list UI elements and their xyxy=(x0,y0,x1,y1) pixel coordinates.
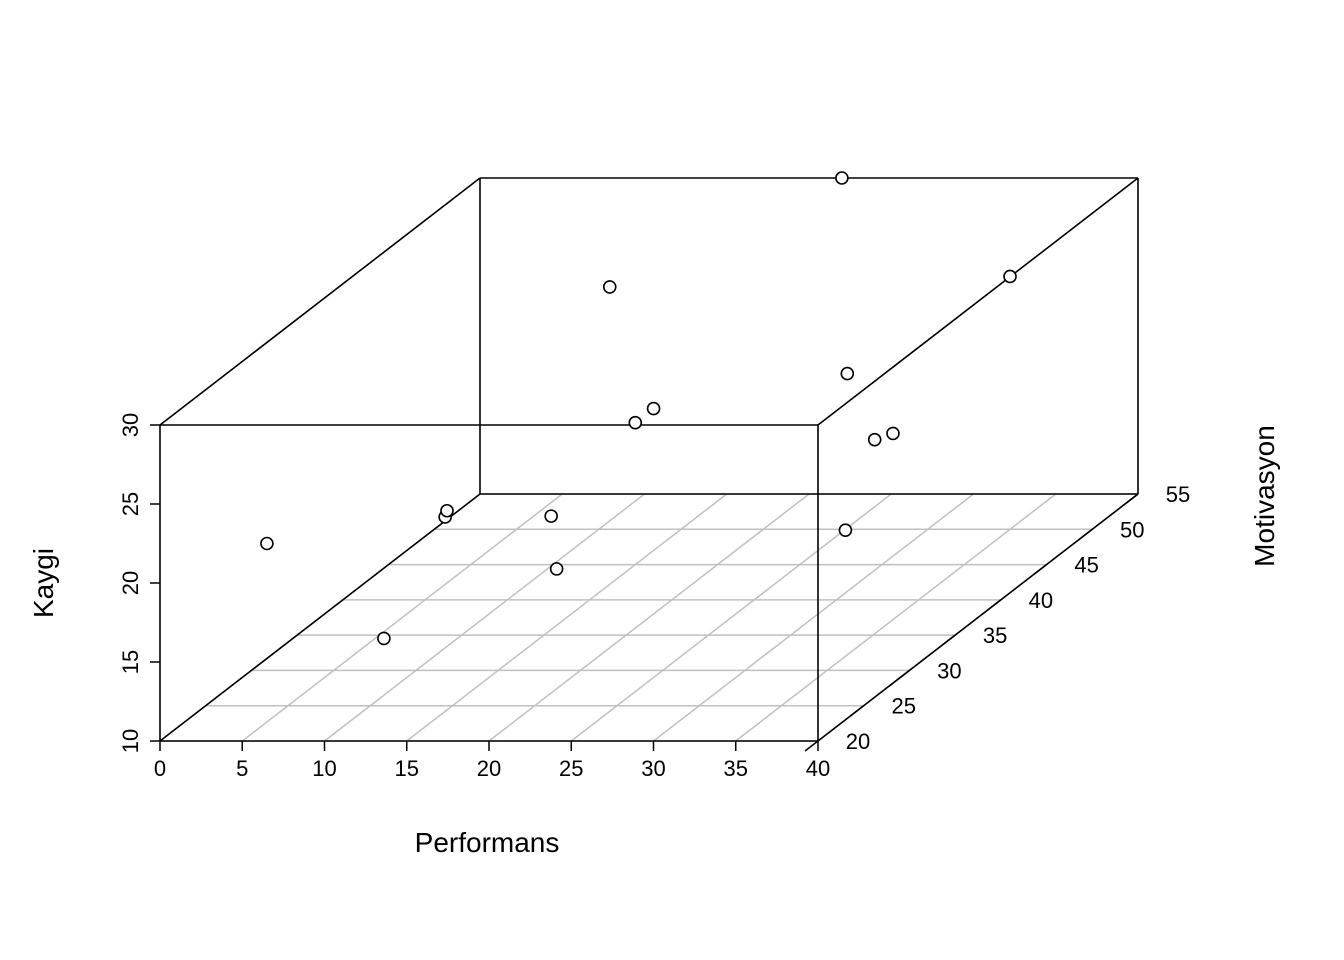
data-point xyxy=(646,401,661,416)
y-tick-label: 45 xyxy=(1074,553,1098,578)
y-tick xyxy=(987,599,1002,611)
data-point xyxy=(838,523,853,538)
x-tick-label: 15 xyxy=(395,756,419,781)
data-point xyxy=(840,366,855,381)
data-point xyxy=(549,562,564,576)
data-point xyxy=(440,503,454,518)
data-point xyxy=(886,426,900,441)
grid-line-x xyxy=(488,493,810,742)
data-point xyxy=(602,280,617,294)
grid-line-x xyxy=(406,493,728,742)
y-tick-label: 35 xyxy=(983,623,1007,648)
data-points xyxy=(260,171,1017,646)
y-tick xyxy=(1124,493,1139,505)
x-tick-label: 25 xyxy=(559,756,583,781)
x-tick-label: 30 xyxy=(641,756,665,781)
grid-line-x xyxy=(653,493,974,742)
data-point xyxy=(835,171,849,185)
z-tick-label: 10 xyxy=(118,729,143,753)
y-tick-label: 55 xyxy=(1166,482,1190,507)
y-axis-title: Motivasyon xyxy=(1249,425,1280,567)
x-tick-label: 5 xyxy=(236,756,248,781)
data-point xyxy=(628,415,643,430)
x-tick-label: 10 xyxy=(312,756,336,781)
box-edge xyxy=(159,493,481,742)
x-tick-label: 20 xyxy=(477,756,501,781)
box-edge xyxy=(817,177,1139,426)
y-tick-label: 50 xyxy=(1120,517,1144,542)
data-point xyxy=(1003,269,1017,284)
y-tick xyxy=(895,669,910,682)
y-tick xyxy=(1033,563,1048,576)
x-axis-title: Performans xyxy=(415,827,560,858)
z-tick-label: 30 xyxy=(118,413,143,437)
y-tick xyxy=(850,705,865,717)
y-tick-label: 30 xyxy=(937,658,961,683)
y-tick-label: 20 xyxy=(846,729,870,754)
y-tick xyxy=(1078,528,1093,540)
data-point xyxy=(867,432,882,447)
grid-line-x xyxy=(241,493,563,742)
z-axis-title: Kaygi xyxy=(28,548,59,618)
axis-ticks: 0 5 10 15 20 25 30 35 40 20 25 30 35 40 45 50 55 10 15 20 25… xyxy=(118,413,1190,781)
grid-line-x xyxy=(735,493,1057,742)
plot-box xyxy=(159,177,1139,742)
data-point xyxy=(260,536,274,551)
box-edge xyxy=(159,177,481,426)
grid-line-x xyxy=(324,493,645,742)
z-tick-label: 20 xyxy=(118,571,143,595)
y-tick xyxy=(941,634,956,646)
z-tick-label: 25 xyxy=(118,492,143,516)
data-point xyxy=(377,631,391,646)
x-tick-label: 0 xyxy=(154,756,166,781)
y-tick xyxy=(804,740,819,752)
x-tick-label: 35 xyxy=(724,756,748,781)
grid-line-x xyxy=(570,493,892,742)
z-tick-label: 15 xyxy=(118,650,143,674)
x-tick-label: 40 xyxy=(806,756,830,781)
y-tick-label: 40 xyxy=(1029,588,1053,613)
y-tick-label: 25 xyxy=(891,694,915,719)
data-point xyxy=(544,509,558,523)
floor-grid xyxy=(159,493,1139,742)
